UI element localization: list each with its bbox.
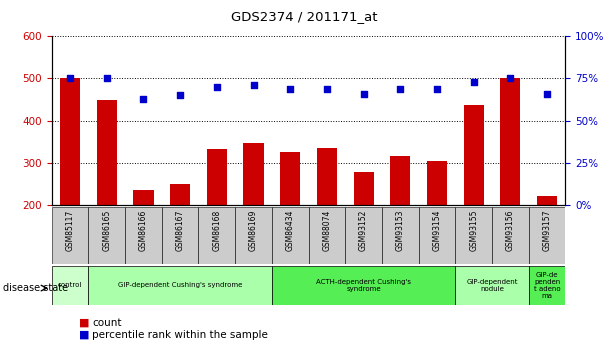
Bar (537, 196, 557, 290)
Point (322, 86, 332, 91)
FancyBboxPatch shape (52, 207, 88, 264)
Bar (60, 78, 80, 290)
FancyBboxPatch shape (88, 266, 272, 305)
Text: GSM88074: GSM88074 (322, 210, 331, 251)
Text: percentile rank within the sample: percentile rank within the sample (92, 330, 268, 339)
FancyBboxPatch shape (162, 207, 198, 264)
Bar (280, 152, 300, 290)
FancyBboxPatch shape (235, 207, 272, 264)
Point (139, 96, 148, 101)
FancyBboxPatch shape (272, 207, 308, 264)
FancyBboxPatch shape (345, 207, 382, 264)
Point (432, 86, 442, 91)
Text: GIP-dependent Cushing's syndrome: GIP-dependent Cushing's syndrome (118, 283, 243, 288)
Text: count: count (92, 318, 122, 327)
Bar (133, 190, 153, 290)
Point (285, 86, 295, 91)
FancyBboxPatch shape (198, 207, 235, 264)
Point (175, 92, 185, 98)
Point (395, 86, 405, 91)
Text: disease state: disease state (3, 283, 68, 293)
Text: GSM86168: GSM86168 (212, 210, 221, 251)
FancyBboxPatch shape (529, 266, 565, 305)
Bar (170, 184, 190, 290)
Text: GSM93153: GSM93153 (396, 210, 405, 252)
Point (505, 76, 515, 81)
Point (212, 84, 222, 90)
Text: GSM86434: GSM86434 (286, 210, 295, 252)
Bar (464, 105, 484, 290)
FancyBboxPatch shape (455, 266, 529, 305)
Text: control: control (58, 283, 82, 288)
Bar (243, 143, 264, 290)
Point (249, 82, 258, 88)
Text: GSM86167: GSM86167 (176, 210, 185, 251)
Text: GSM93152: GSM93152 (359, 210, 368, 251)
FancyBboxPatch shape (529, 207, 565, 264)
Bar (500, 78, 520, 290)
Text: GSM86166: GSM86166 (139, 210, 148, 251)
Bar (97, 100, 117, 290)
FancyBboxPatch shape (272, 266, 455, 305)
Text: GIP-de
penden
t adeno
ma: GIP-de penden t adeno ma (534, 272, 561, 299)
Point (102, 76, 112, 81)
Text: ACTH-dependent Cushing's
syndrome: ACTH-dependent Cushing's syndrome (316, 279, 411, 292)
Text: GDS2374 / 201171_at: GDS2374 / 201171_at (231, 10, 377, 23)
Bar (353, 172, 374, 290)
FancyBboxPatch shape (308, 207, 345, 264)
Bar (390, 156, 410, 290)
Bar (207, 149, 227, 290)
Bar (317, 148, 337, 290)
Point (469, 79, 478, 85)
FancyBboxPatch shape (125, 207, 162, 264)
Text: ■: ■ (79, 318, 89, 327)
Text: ■: ■ (79, 330, 89, 339)
Text: GSM93157: GSM93157 (542, 210, 551, 252)
FancyBboxPatch shape (88, 207, 125, 264)
FancyBboxPatch shape (52, 266, 88, 305)
FancyBboxPatch shape (455, 207, 492, 264)
Text: GSM86165: GSM86165 (102, 210, 111, 251)
FancyBboxPatch shape (492, 207, 529, 264)
Text: GSM93156: GSM93156 (506, 210, 515, 252)
Point (65, 76, 75, 81)
Text: GSM93155: GSM93155 (469, 210, 478, 252)
Text: GSM85117: GSM85117 (66, 210, 75, 251)
Point (359, 91, 368, 97)
Bar (427, 161, 447, 290)
Text: GSM86169: GSM86169 (249, 210, 258, 251)
Text: GSM93154: GSM93154 (432, 210, 441, 252)
Text: GIP-dependent
nodule: GIP-dependent nodule (466, 279, 518, 292)
FancyBboxPatch shape (419, 207, 455, 264)
FancyBboxPatch shape (382, 207, 419, 264)
Point (542, 91, 552, 97)
